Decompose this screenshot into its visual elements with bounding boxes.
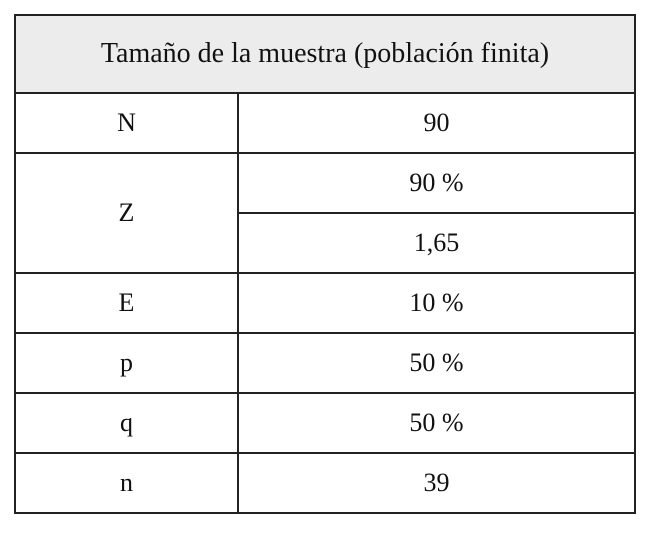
table-row: E 10 %: [14, 272, 636, 334]
table-row: p 50 %: [14, 332, 636, 394]
row-value: 90: [237, 92, 636, 154]
row-value: 50 %: [237, 392, 636, 454]
table-row: q 50 %: [14, 392, 636, 454]
table-title: Tamaño de la muestra (población finita): [14, 14, 636, 94]
row-label: E: [14, 272, 239, 334]
sample-size-table: Tamaño de la muestra (población finita) …: [14, 14, 636, 514]
table-body: Tamaño de la muestra (población finita) …: [14, 14, 636, 514]
row-label: p: [14, 332, 239, 394]
table-row: N 90: [14, 92, 636, 154]
header-row: Tamaño de la muestra (población finita): [14, 14, 636, 94]
row-value: 10 %: [237, 272, 636, 334]
row-value: 90 %: [237, 152, 636, 214]
row-label: q: [14, 392, 239, 454]
row-label: N: [14, 92, 239, 154]
table-row: 1,65: [15, 212, 636, 274]
row-value: 1,65: [237, 212, 636, 274]
table-row: Z 90 %: [14, 152, 636, 274]
row-value: 39: [237, 452, 636, 514]
row-label: Z: [14, 152, 239, 274]
table-row: n 39: [14, 452, 636, 514]
row-value: 50 %: [237, 332, 636, 394]
row-label: n: [14, 452, 239, 514]
